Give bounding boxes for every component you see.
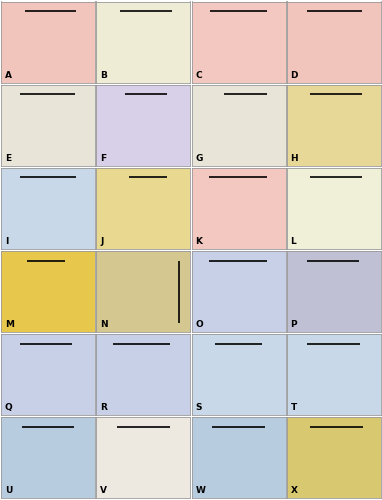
Text: S: S [195,403,202,412]
Text: H: H [291,154,298,163]
Text: C: C [195,71,202,80]
Text: A: A [5,71,12,80]
Text: P: P [291,320,297,329]
Text: U: U [5,486,12,495]
Text: L: L [291,237,296,246]
Text: B: B [100,71,107,80]
Text: W: W [195,486,205,495]
Text: G: G [195,154,203,163]
Text: J: J [100,237,104,246]
Text: I: I [5,237,8,246]
Text: O: O [195,320,203,329]
Text: V: V [100,486,107,495]
Text: R: R [100,403,107,412]
Text: F: F [100,154,106,163]
Text: Q: Q [5,403,13,412]
Text: M: M [5,320,14,329]
Text: K: K [195,237,202,246]
Text: T: T [291,403,297,412]
Text: D: D [291,71,298,80]
Text: E: E [5,154,11,163]
Text: X: X [291,486,298,495]
Text: N: N [100,320,108,329]
